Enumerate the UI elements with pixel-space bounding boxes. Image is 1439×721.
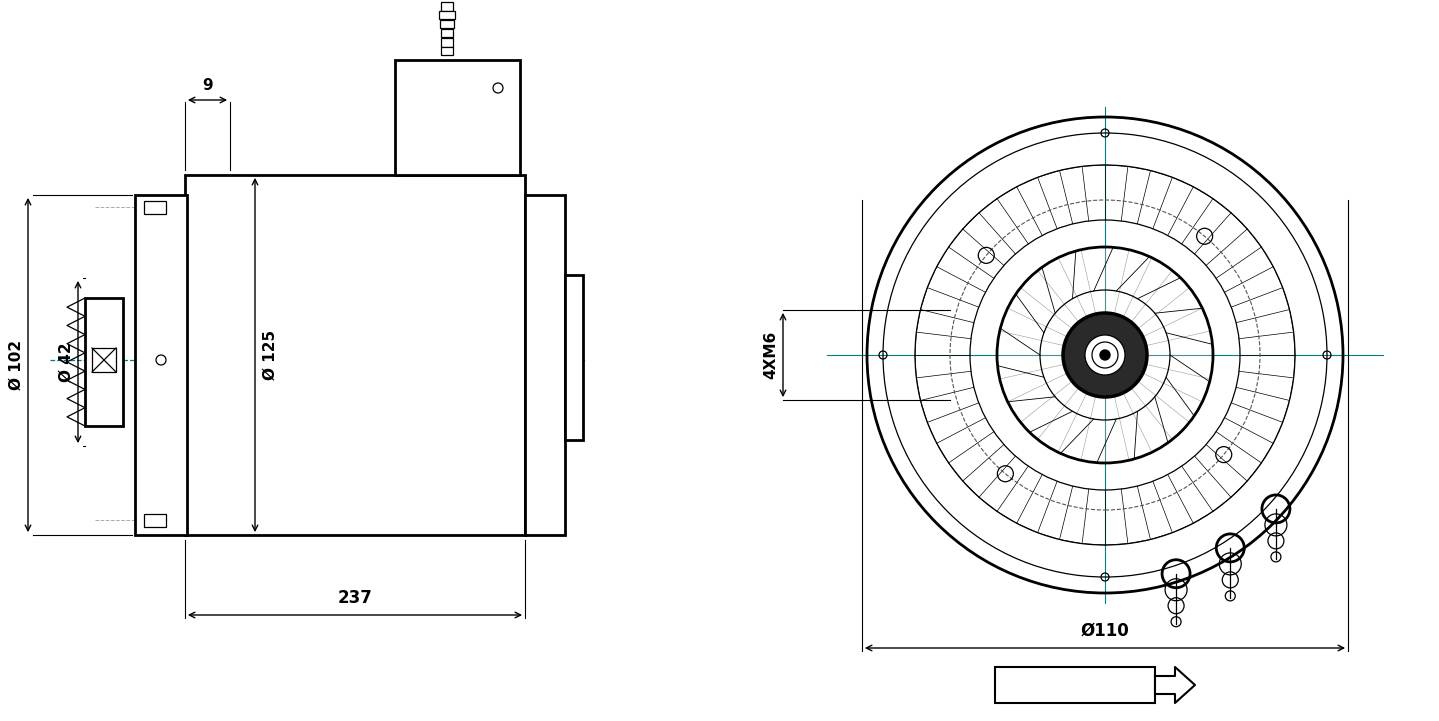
Bar: [135, 195, 187, 535]
Bar: [439, 11, 455, 19]
Text: 9: 9: [203, 78, 213, 93]
Circle shape: [1099, 350, 1109, 360]
Bar: [440, 20, 453, 28]
Text: Ø 42: Ø 42: [59, 342, 73, 382]
Text: 237: 237: [338, 589, 373, 607]
Bar: [440, 38, 453, 47]
Circle shape: [1063, 313, 1147, 397]
Bar: [186, 175, 525, 535]
Circle shape: [1085, 335, 1125, 375]
Bar: [566, 275, 583, 440]
Bar: [440, 47, 453, 55]
Text: Ø110: Ø110: [1081, 622, 1130, 640]
Bar: [144, 201, 165, 214]
Bar: [85, 298, 122, 426]
Bar: [92, 348, 117, 372]
Text: Rotation: Rotation: [1038, 678, 1112, 692]
Bar: [440, 29, 453, 37]
Text: Ø 125: Ø 125: [263, 330, 278, 380]
Bar: [394, 60, 519, 175]
Bar: [144, 514, 165, 527]
Text: Ø 102: Ø 102: [9, 340, 24, 390]
Polygon shape: [1156, 667, 1194, 703]
Text: 4XM6: 4XM6: [763, 331, 778, 379]
Bar: [440, 2, 453, 11]
Bar: [525, 195, 566, 535]
Bar: [994, 667, 1156, 703]
